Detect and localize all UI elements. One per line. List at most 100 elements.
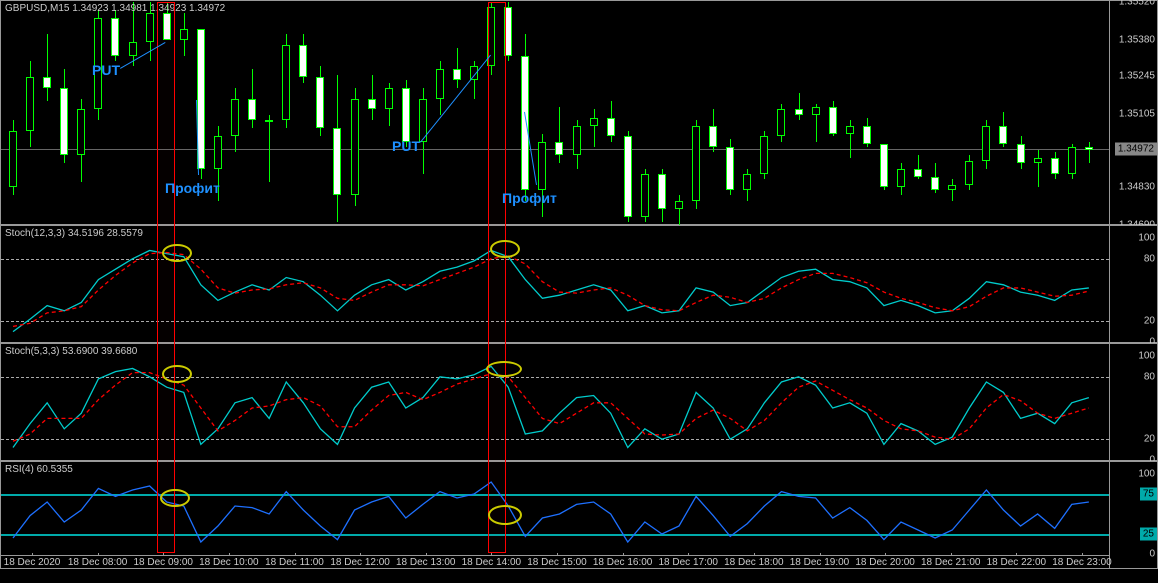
- candle[interactable]: [265, 120, 273, 122]
- candle[interactable]: [863, 126, 871, 145]
- candle[interactable]: [1068, 147, 1076, 174]
- candle[interactable]: [948, 185, 956, 190]
- candle-wick: [594, 109, 595, 147]
- annotation-put-1: PUT: [92, 62, 120, 78]
- candle[interactable]: [385, 88, 393, 109]
- candle[interactable]: [1085, 147, 1093, 150]
- candle[interactable]: [43, 77, 51, 88]
- annotation-profit-2: Профит: [502, 190, 557, 206]
- x-tick-label: 18 Dec 14:00: [462, 557, 522, 568]
- rsi-label: RSI(4) 60.5355: [5, 464, 73, 475]
- candle[interactable]: [777, 109, 785, 136]
- x-tick-label: 18 Dec 16:00: [593, 557, 653, 568]
- candle[interactable]: [760, 136, 768, 174]
- candle[interactable]: [214, 136, 222, 168]
- candle[interactable]: [299, 45, 307, 77]
- candle[interactable]: [795, 109, 803, 114]
- x-tick-label: 18 Dec 08:00: [68, 557, 128, 568]
- candle-wick: [372, 75, 373, 121]
- symbol-header: GBPUSD,M15 1.34923 1.34981 1.34923 1.349…: [5, 3, 225, 14]
- candle[interactable]: [316, 77, 324, 128]
- candle[interactable]: [999, 126, 1007, 145]
- candle[interactable]: [726, 147, 734, 190]
- candle[interactable]: [897, 169, 905, 188]
- candle[interactable]: [880, 144, 888, 187]
- annotation-put-2: PUT: [392, 138, 420, 154]
- symbol-tf: GBPUSD,M15: [5, 3, 69, 14]
- candle[interactable]: [573, 126, 581, 156]
- price-y-tick: 1.35105: [1119, 108, 1155, 119]
- price-y-tick: 1.35380: [1119, 34, 1155, 45]
- candle[interactable]: [9, 131, 17, 187]
- indicator-y-tick: 100: [1138, 469, 1155, 480]
- x-tick-label: 18 Dec 12:00: [330, 557, 390, 568]
- candle[interactable]: [982, 126, 990, 161]
- candle[interactable]: [829, 107, 837, 134]
- candle[interactable]: [812, 107, 820, 115]
- x-tick-label: 18 Dec 18:00: [724, 557, 784, 568]
- candle[interactable]: [282, 45, 290, 120]
- candle[interactable]: [538, 142, 546, 190]
- candle[interactable]: [368, 99, 376, 110]
- candle[interactable]: [26, 77, 34, 131]
- candle[interactable]: [248, 99, 256, 120]
- candle[interactable]: [709, 126, 717, 147]
- stoch1-label: Stoch(12,3,3) 34.5196 28.5579: [5, 228, 143, 239]
- x-tick-label: 18 Dec 22:00: [987, 557, 1047, 568]
- candle[interactable]: [1051, 158, 1059, 174]
- candle[interactable]: [607, 118, 615, 137]
- candle[interactable]: [111, 18, 119, 56]
- candle-wick: [1089, 142, 1090, 163]
- candle[interactable]: [692, 126, 700, 201]
- signal-ellipse: [160, 489, 190, 507]
- candle-wick: [457, 48, 458, 88]
- candle[interactable]: [658, 174, 666, 209]
- candle[interactable]: [453, 69, 461, 80]
- x-tick-label: 18 Dec 23:00: [1052, 557, 1112, 568]
- candle[interactable]: [146, 13, 154, 43]
- x-tick-label: 18 Dec 10:00: [199, 557, 259, 568]
- candle[interactable]: [931, 177, 939, 190]
- x-tick-label: 18 Dec 21:00: [921, 557, 981, 568]
- candle[interactable]: [965, 161, 973, 185]
- candle[interactable]: [641, 174, 649, 217]
- candle-wick: [269, 115, 270, 182]
- x-tick-label: 18 Dec 13:00: [396, 557, 456, 568]
- candle[interactable]: [846, 126, 854, 134]
- signal-ellipse: [162, 365, 192, 383]
- x-tick-label: 18 Dec 20:00: [855, 557, 915, 568]
- rsi-y-axis: 01002575: [1109, 462, 1157, 568]
- candle[interactable]: [129, 42, 137, 55]
- candle[interactable]: [77, 109, 85, 155]
- candle-wick: [1038, 150, 1039, 188]
- candle[interactable]: [675, 201, 683, 209]
- candle[interactable]: [590, 118, 598, 126]
- x-tick-label: 18 Dec 2020: [4, 557, 61, 568]
- price-y-axis: 1.355201.353801.352451.351051.349721.348…: [1109, 1, 1157, 224]
- candle[interactable]: [231, 99, 239, 137]
- candle[interactable]: [624, 136, 632, 217]
- candle[interactable]: [1017, 144, 1025, 163]
- candle[interactable]: [333, 128, 341, 195]
- indicator-y-tick: 80: [1144, 253, 1155, 264]
- candle[interactable]: [402, 88, 410, 142]
- stoch2-y-axis: 02080100: [1109, 344, 1157, 460]
- time-x-axis: 18 Dec 202018 Dec 08:0018 Dec 09:0018 De…: [0, 555, 1110, 569]
- candle[interactable]: [743, 174, 751, 190]
- candle[interactable]: [436, 69, 444, 99]
- price-y-tick: 1.35245: [1119, 70, 1155, 81]
- candle[interactable]: [555, 142, 563, 155]
- price-y-tick: 1.35520: [1119, 0, 1155, 8]
- signal-ellipse: [162, 244, 192, 262]
- candle[interactable]: [1034, 158, 1042, 163]
- candle-wick: [799, 93, 800, 120]
- signal-ellipse: [486, 361, 522, 377]
- candle[interactable]: [351, 99, 359, 196]
- candle[interactable]: [914, 169, 922, 177]
- ohlc-text: 1.34923 1.34981 1.34923 1.34972: [72, 3, 225, 14]
- chart-root: GBPUSD,M15 1.34923 1.34981 1.34923 1.349…: [0, 0, 1158, 583]
- rsi-level-marker: 75: [1140, 488, 1157, 501]
- candle[interactable]: [180, 29, 188, 40]
- indicator-y-tick: 80: [1144, 371, 1155, 382]
- candle[interactable]: [60, 88, 68, 155]
